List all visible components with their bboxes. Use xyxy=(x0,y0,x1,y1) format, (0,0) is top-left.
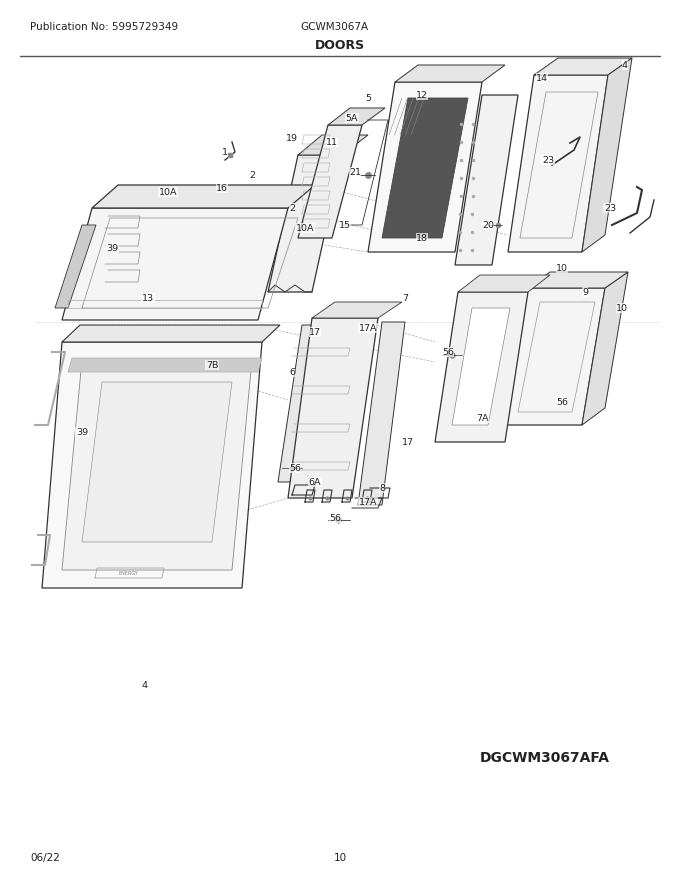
Text: 5A: 5A xyxy=(345,114,358,122)
Text: 56: 56 xyxy=(329,514,341,523)
Text: DGCWM3067AFA: DGCWM3067AFA xyxy=(480,751,610,765)
Text: ENERGY: ENERGY xyxy=(118,570,138,576)
Polygon shape xyxy=(268,155,342,292)
Polygon shape xyxy=(582,272,628,425)
Polygon shape xyxy=(288,318,378,498)
Text: 12: 12 xyxy=(416,91,428,99)
Text: 4: 4 xyxy=(142,680,148,690)
Text: 23: 23 xyxy=(542,156,554,165)
Text: 39: 39 xyxy=(76,428,88,436)
Polygon shape xyxy=(528,272,628,288)
Polygon shape xyxy=(358,322,405,505)
Text: 17A: 17A xyxy=(359,324,377,333)
Text: 56: 56 xyxy=(289,464,301,473)
Polygon shape xyxy=(395,65,505,82)
Text: 10: 10 xyxy=(556,263,568,273)
Polygon shape xyxy=(508,75,608,252)
Text: 7B: 7B xyxy=(206,361,218,370)
Polygon shape xyxy=(534,58,632,75)
Text: 7A: 7A xyxy=(476,414,488,422)
Text: 6A: 6A xyxy=(309,478,321,487)
Polygon shape xyxy=(298,135,368,155)
Text: 2: 2 xyxy=(289,203,295,212)
Text: 10A: 10A xyxy=(158,187,177,196)
Polygon shape xyxy=(278,325,328,482)
Text: 13: 13 xyxy=(142,294,154,303)
Polygon shape xyxy=(435,292,528,442)
Polygon shape xyxy=(328,108,385,125)
Polygon shape xyxy=(312,302,402,318)
Text: 14: 14 xyxy=(536,74,548,83)
Text: 19: 19 xyxy=(286,134,298,143)
Polygon shape xyxy=(368,82,482,252)
Text: 06/22: 06/22 xyxy=(30,853,60,863)
Polygon shape xyxy=(62,208,288,320)
Text: 5: 5 xyxy=(365,93,371,102)
Text: 17A: 17A xyxy=(359,497,377,507)
Text: 17: 17 xyxy=(309,327,321,336)
Text: 6: 6 xyxy=(289,368,295,377)
Polygon shape xyxy=(62,325,280,342)
Text: 15: 15 xyxy=(339,221,351,230)
Polygon shape xyxy=(505,288,605,425)
Polygon shape xyxy=(62,360,252,570)
Text: 10: 10 xyxy=(333,853,347,863)
Polygon shape xyxy=(458,275,550,292)
Polygon shape xyxy=(298,125,362,238)
Text: 8: 8 xyxy=(379,483,385,493)
Text: 21: 21 xyxy=(349,167,361,177)
Text: DOORS: DOORS xyxy=(315,39,365,52)
Text: 2: 2 xyxy=(249,171,255,180)
Text: 20: 20 xyxy=(482,221,494,230)
Polygon shape xyxy=(68,358,262,372)
Text: 56: 56 xyxy=(442,348,454,356)
Polygon shape xyxy=(92,185,315,208)
Text: 56: 56 xyxy=(556,398,568,407)
Text: 11: 11 xyxy=(326,137,338,146)
Text: 9: 9 xyxy=(582,288,588,297)
Text: 1: 1 xyxy=(222,148,228,157)
Polygon shape xyxy=(55,225,96,308)
Text: 16: 16 xyxy=(216,184,228,193)
Text: Publication No: 5995729349: Publication No: 5995729349 xyxy=(30,22,178,32)
Text: 7: 7 xyxy=(402,294,408,303)
Text: 10A: 10A xyxy=(296,224,314,232)
Polygon shape xyxy=(382,98,468,238)
Text: 10: 10 xyxy=(616,304,628,312)
Polygon shape xyxy=(452,308,510,425)
Text: 23: 23 xyxy=(604,203,616,212)
Polygon shape xyxy=(455,95,518,265)
Text: 17: 17 xyxy=(402,437,414,446)
Text: 18: 18 xyxy=(416,233,428,243)
Text: GCWM3067A: GCWM3067A xyxy=(300,22,368,32)
Text: 4: 4 xyxy=(622,61,628,70)
Polygon shape xyxy=(42,342,262,588)
Text: 39: 39 xyxy=(106,244,118,253)
Polygon shape xyxy=(82,382,232,542)
Polygon shape xyxy=(582,58,632,252)
